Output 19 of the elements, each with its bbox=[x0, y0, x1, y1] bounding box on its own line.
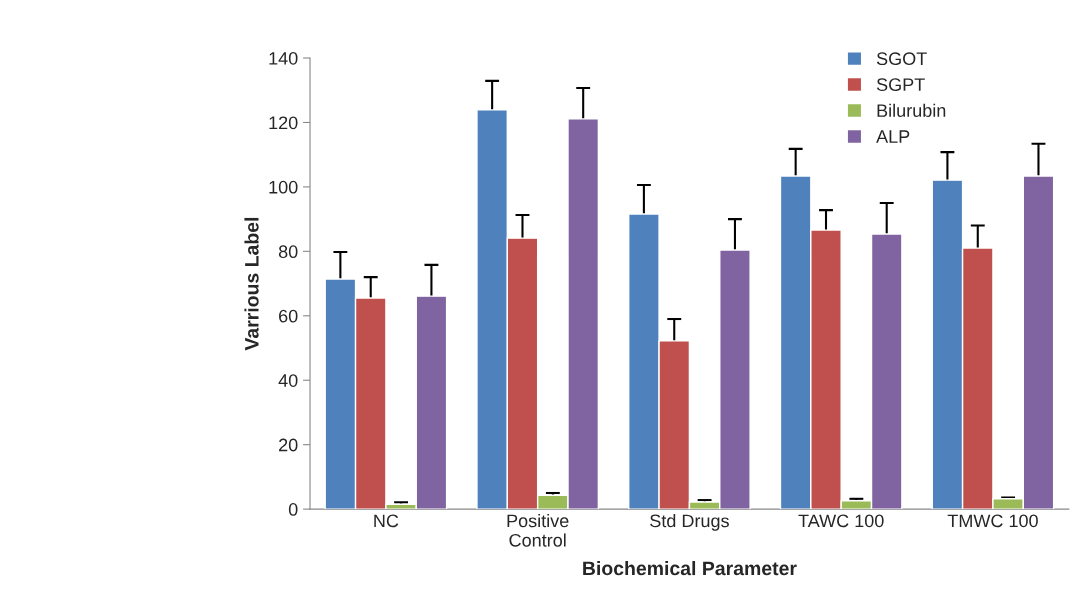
x-tick-label: Std Drugs bbox=[650, 513, 729, 531]
y-tick-label: 40 bbox=[278, 374, 298, 387]
y-tick-label: 80 bbox=[278, 245, 298, 259]
legend-label: Bilurubin bbox=[877, 103, 946, 117]
x-tick-label: TMWC 100 bbox=[947, 514, 1038, 528]
y-tick-label: 60 bbox=[279, 309, 298, 323]
legend-label: ALP bbox=[876, 130, 910, 143]
legend-label: SGOT bbox=[876, 52, 927, 66]
x-tick-label: Positive Control bbox=[507, 513, 569, 547]
x-tick-label: TAWC 100 bbox=[798, 514, 884, 528]
x-axis-title: Biochemical Parameter bbox=[583, 561, 797, 576]
legend-label: SGPT bbox=[876, 78, 925, 92]
y-tick-label: 120 bbox=[269, 116, 298, 130]
y-tick-label: 140 bbox=[269, 51, 298, 65]
y-tick-label: 0 bbox=[288, 503, 298, 516]
y-axis-title: Varrious Label bbox=[244, 217, 259, 351]
x-tick-label: NC bbox=[374, 514, 399, 528]
y-tick-label: 20 bbox=[279, 438, 298, 452]
y-tick-label: 100 bbox=[269, 180, 298, 194]
